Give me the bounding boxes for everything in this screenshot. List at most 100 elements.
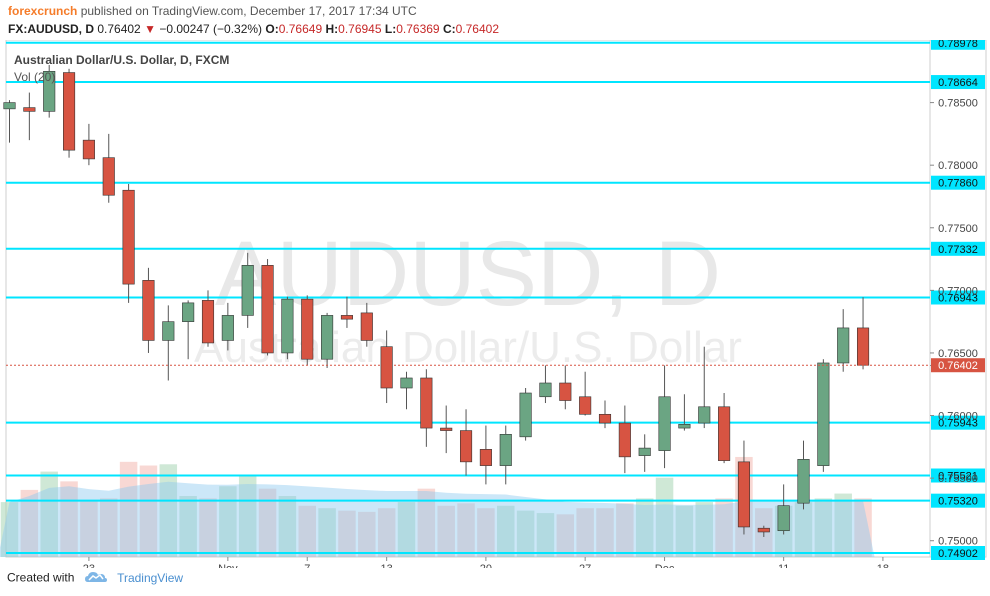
date-tick-label: 23 [83,563,95,568]
level-label: 0.78664 [938,77,978,89]
price-tick-label: 0.76500 [938,348,978,360]
candle-body [817,362,830,466]
current-price-label: 0.76402 [938,360,978,372]
date-ticks: 23 Nov 7 13 20 27 Dec 11 18 [83,557,889,568]
candle-body [837,327,850,364]
volume-bar [695,502,713,557]
volume-bar [854,498,872,557]
candle-body [757,527,770,533]
volume-bar [80,500,98,557]
created-with-label: Created with [7,570,75,585]
candle-body [360,312,373,341]
date-tick-label: 13 [381,563,393,568]
price-tick-label: 0.78500 [938,98,978,110]
publisher-name[interactable]: forexcrunch [8,4,78,18]
published-line: forexcrunch published on TradingView.com… [8,4,417,18]
candle-body [499,434,512,466]
candle-body [380,346,393,389]
level-label: 0.75320 [938,496,978,508]
candle-body [459,430,473,463]
volume-bar [238,475,257,557]
volume-bar [199,498,217,557]
price-tick-label: 0.77500 [938,223,978,235]
volume-bar [794,502,813,557]
candle-body [737,461,751,528]
last-price: 0.76402 [97,22,141,36]
volume-bar [576,508,594,557]
level-label: 0.76943 [938,292,978,304]
volume-bar [834,493,852,557]
candle-body [658,396,671,451]
candle-body [122,189,135,285]
candle-body [62,72,76,151]
tradingview-cloud-icon [84,570,108,587]
candle-body [797,459,810,504]
volume-bar [556,514,575,557]
chart-title: Australian Dollar/U.S. Dollar, D, FXCM [14,53,229,67]
candle-body [281,298,294,354]
date-tick-label: 18 [877,563,889,568]
open-value: 0.76649 [278,22,323,36]
level-label-bg [931,75,985,90]
volume-bar [258,488,277,557]
volume-bar [655,477,674,557]
candle-body [598,413,612,424]
date-tick-label: Dec [655,563,675,568]
level-label-bg [931,40,985,50]
level-label-bg [931,175,985,190]
open-label: O: [265,22,279,36]
candle-body [182,302,195,322]
price-change: −0.00247 (−0.32%) [159,22,263,36]
date-tick-label: 27 [579,563,591,568]
candle-body [23,107,36,112]
volume-bar [0,502,19,557]
price-tick-label: 0.76000 [938,411,978,423]
volume-bar [278,496,297,557]
level-label: 0.77332 [938,244,978,256]
candle-body [241,265,254,316]
price-tick-label: 0.75500 [938,473,978,485]
candle-body [718,406,731,461]
volume-bar [20,489,39,557]
volume-bar [179,496,197,557]
volume-bar [536,513,555,557]
volume-bar [397,502,416,557]
date-tick-label: 11 [778,563,789,568]
candle-body [301,298,314,360]
volume-bar [516,510,535,557]
volume-bar [119,461,138,557]
level-label-bg [931,415,985,430]
candle-body [3,102,16,110]
volume-bar [596,508,614,557]
volume-bar [338,510,356,557]
volume-label: Vol (20) [14,70,55,84]
watermark-symbol: AUDUSD, D [215,223,721,325]
level-label-bg [931,493,985,508]
volume-bar [635,498,654,557]
candle-body [221,315,234,341]
volume-bar [358,511,376,557]
candle-body [519,392,532,438]
candle-body [400,377,413,389]
level-label: 0.78978 [938,40,978,50]
tradingview-link[interactable]: TradingView [117,570,184,585]
level-label-bg [931,545,985,560]
candle-body [777,505,790,532]
price-chart[interactable]: AUDUSD, D Australian Dollar/U.S. Dollar … [0,40,990,568]
price-ticks: 0.78500 0.78000 0.77500 0.77000 0.765000.764… [6,98,985,548]
candle-body [142,280,155,341]
close-value: 0.76402 [455,22,500,36]
volume-bar [497,505,515,557]
volume-bar [377,508,396,557]
volume-bar [298,505,316,557]
volume-bar [159,464,178,557]
watermark-name: Australian Dollar/U.S. Dollar [194,323,742,372]
level-label-bg [931,241,985,256]
volume-bar [219,486,237,557]
date-tick-label: 20 [480,563,492,568]
volume-bar [40,471,58,557]
level-label-bg [931,468,985,483]
volume-bar [139,465,158,557]
price-tick-label: 0.75000 [938,536,978,548]
candle-body [579,396,592,415]
